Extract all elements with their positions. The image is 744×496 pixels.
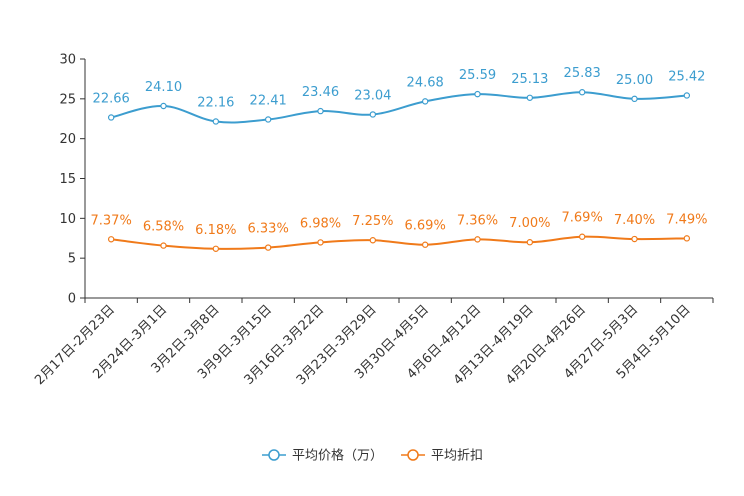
data-label: 7.36% [457, 213, 498, 228]
legend-marker[interactable] [268, 449, 280, 461]
data-point[interactable] [212, 118, 220, 125]
series-line-2 [111, 235, 687, 250]
data-label: 22.16 [197, 95, 234, 110]
data-label: 23.46 [302, 85, 339, 100]
data-point[interactable] [526, 239, 534, 246]
data-label: 25.42 [668, 69, 705, 84]
data-point[interactable] [631, 95, 638, 103]
data-point[interactable] [578, 89, 586, 96]
data-point[interactable] [107, 114, 115, 121]
y-tick-label: 0 [68, 292, 76, 307]
data-point[interactable] [526, 94, 534, 101]
data-label: 22.66 [93, 91, 130, 106]
data-point[interactable] [212, 245, 220, 252]
data-label: 6.98% [300, 216, 341, 231]
data-label: 6.69% [405, 219, 446, 234]
y-tick-label: 20 [59, 132, 76, 147]
legend-label[interactable]: 平均折扣 [431, 449, 483, 464]
data-label: 24.68 [407, 75, 444, 90]
data-label: 7.37% [91, 213, 132, 228]
data-point[interactable] [421, 98, 429, 105]
y-tick-label: 5 [68, 252, 76, 267]
y-tick-label: 25 [59, 92, 76, 107]
data-point[interactable] [369, 237, 377, 244]
data-label: 25.83 [564, 66, 601, 81]
data-label: 25.59 [459, 68, 496, 83]
data-label: 7.25% [352, 214, 393, 229]
y-tick-label: 10 [59, 212, 76, 227]
data-label: 6.33% [248, 222, 289, 237]
data-label: 23.04 [354, 88, 391, 103]
data-label: 25.00 [616, 73, 653, 88]
series-line-1 [110, 91, 687, 124]
data-label: 7.00% [509, 216, 550, 231]
data-label: 25.13 [511, 72, 548, 87]
data-point[interactable] [160, 242, 167, 249]
data-point[interactable] [683, 235, 691, 242]
data-label: 7.69% [562, 211, 603, 226]
legend-marker[interactable] [407, 449, 419, 461]
data-label: 6.18% [195, 223, 236, 238]
data-point[interactable] [160, 102, 167, 110]
y-tick-label: 30 [59, 53, 76, 68]
legend-label[interactable]: 平均价格（万） [292, 448, 383, 464]
data-point[interactable] [369, 111, 377, 118]
data-point[interactable] [421, 241, 429, 248]
data-point[interactable] [631, 235, 638, 243]
data-label: 7.40% [614, 213, 655, 228]
data-point[interactable] [474, 236, 481, 243]
data-point[interactable] [264, 116, 272, 123]
data-point[interactable] [107, 236, 115, 243]
data-label: 22.41 [250, 93, 287, 108]
data-point[interactable] [317, 107, 324, 115]
data-point[interactable] [578, 233, 586, 240]
data-label: 7.49% [666, 212, 707, 227]
data-point[interactable] [683, 92, 691, 99]
data-point[interactable] [317, 239, 324, 246]
data-point[interactable] [264, 244, 272, 251]
data-point[interactable] [474, 90, 481, 98]
data-label: 24.10 [145, 80, 182, 95]
y-tick-label: 15 [59, 172, 76, 187]
data-label: 6.58% [143, 220, 184, 235]
